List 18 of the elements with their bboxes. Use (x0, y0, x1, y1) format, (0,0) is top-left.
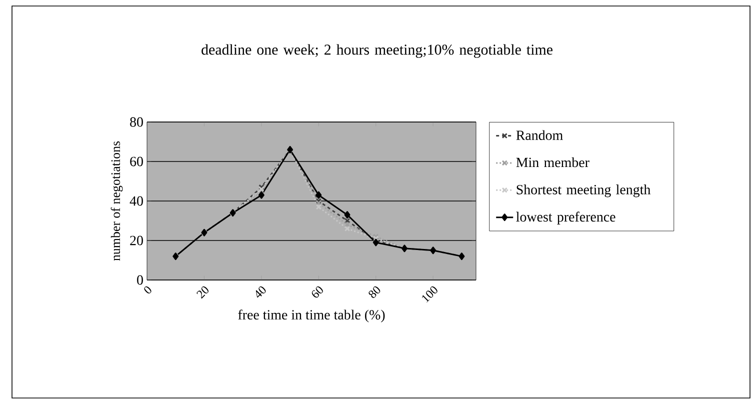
y-tick-label: 60 (130, 156, 143, 166)
x-tick-label: 40 (256, 286, 266, 298)
x-tick-label: 60 (312, 286, 323, 298)
y-tick-label: 20 (130, 236, 143, 246)
y-tick-label: 0 (137, 275, 143, 285)
legend-label: Random (516, 130, 563, 140)
x-tick-label: 0 (144, 286, 152, 294)
legend-label: lowest preference (516, 212, 616, 224)
y-axis-title: number of negotiations (110, 141, 123, 261)
y-tick-label: 40 (130, 196, 143, 206)
y-tick-label: 80 (130, 117, 143, 127)
chart-title: deadline one week; 2 hours meeting;10% negotiable time (202, 44, 552, 58)
legend-label: Shortest meeting length (516, 184, 651, 198)
x-axis-title: free time in time table (%) (238, 310, 385, 322)
legend-label: Min member (516, 157, 590, 168)
x-tick-label: 80 (368, 286, 380, 298)
x-tick-label: 100 (422, 286, 438, 303)
x-tick-label: 20 (196, 286, 208, 299)
